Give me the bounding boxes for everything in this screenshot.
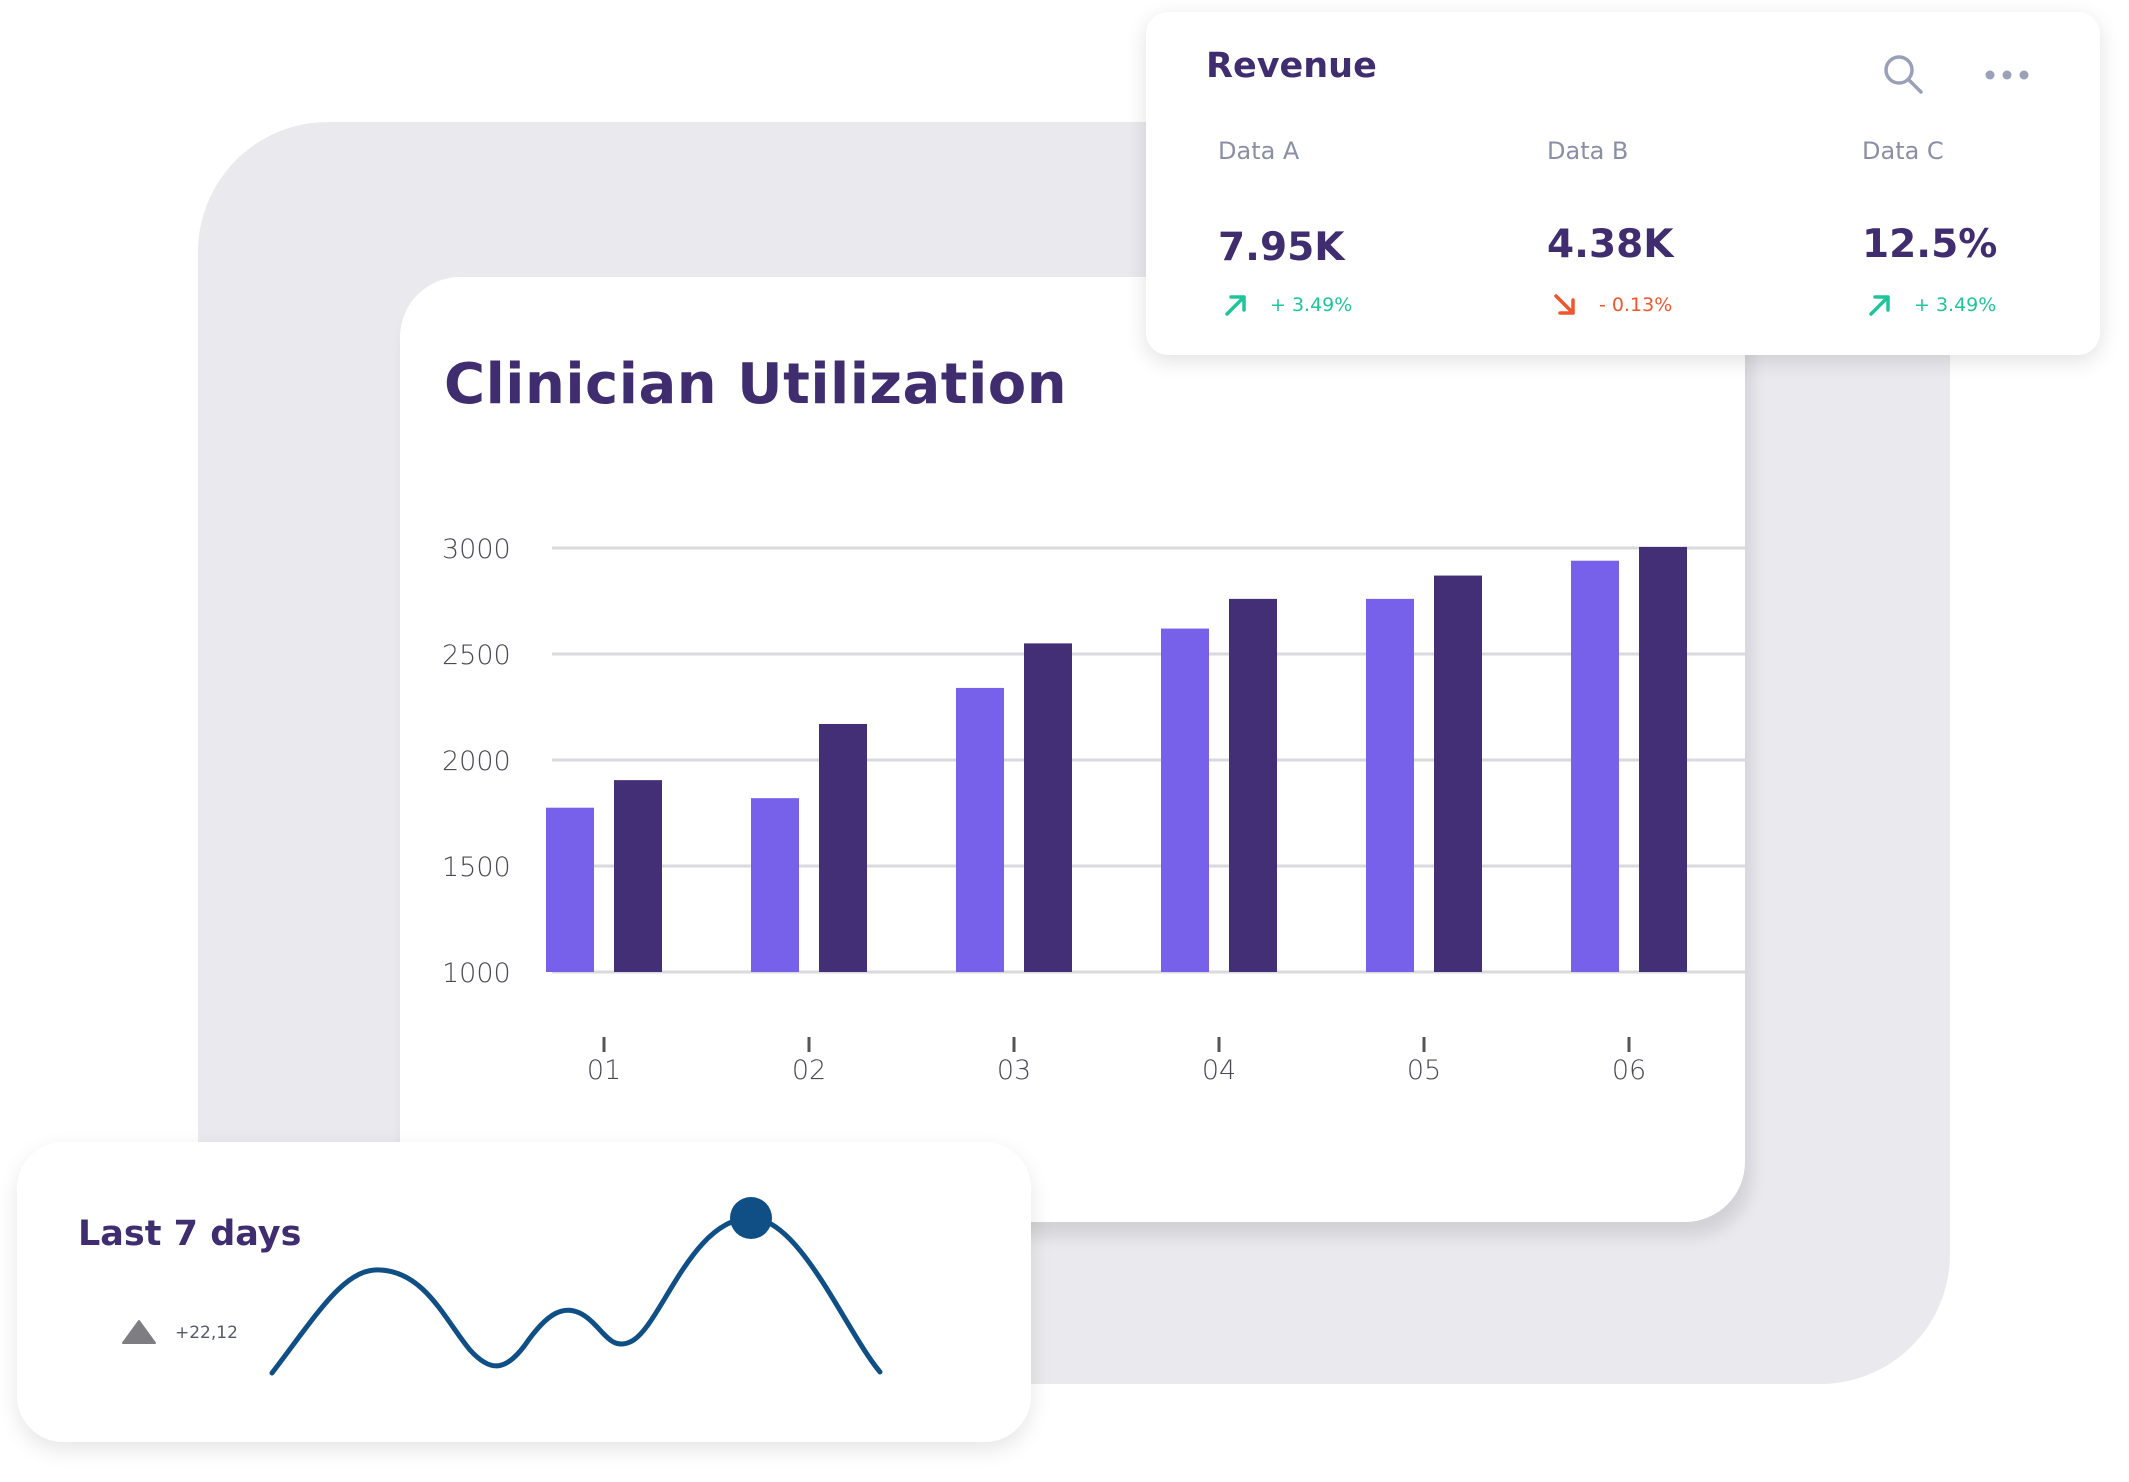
x-tick-label: 06 xyxy=(1612,1055,1646,1086)
x-tick-label: 05 xyxy=(1407,1055,1441,1086)
y-tick-label: 2500 xyxy=(442,640,511,671)
bar xyxy=(1229,598,1277,972)
arrow-up-right-icon xyxy=(1869,295,1890,316)
metric-change-text: + 3.49% xyxy=(1914,294,1997,316)
revenue-card: Revenue Data A 7.95K + 3.49% Data B 4.38… xyxy=(1146,12,2100,355)
bar xyxy=(1024,643,1072,972)
x-tick-label: 01 xyxy=(587,1055,621,1086)
x-tick-label: 04 xyxy=(1202,1055,1236,1086)
bar xyxy=(1571,560,1619,972)
bar xyxy=(1161,628,1209,972)
bar xyxy=(546,807,594,972)
bar xyxy=(1639,546,1687,972)
bar xyxy=(1434,575,1482,972)
metric-change: + 3.49% xyxy=(1866,291,1996,319)
y-tick-label: 2000 xyxy=(442,746,511,777)
sparkline-line xyxy=(269,1215,883,1376)
more-horizontal-icon[interactable] xyxy=(1984,68,2030,82)
delta-value: +22,12 xyxy=(175,1323,238,1343)
metric-data-b: Data B 4.38K - 0.13% xyxy=(1547,137,1787,316)
metric-change-text: - 0.13% xyxy=(1599,294,1673,316)
bar xyxy=(1366,598,1414,972)
last-7-days-card xyxy=(17,1142,1031,1442)
bar xyxy=(614,780,662,972)
metric-label: Data A xyxy=(1218,137,1300,165)
y-tick-label: 1000 xyxy=(442,958,511,989)
bar xyxy=(819,723,867,972)
y-tick-label: 3000 xyxy=(442,534,511,565)
metric-change: - 0.13% xyxy=(1551,291,1672,319)
sparkline-marker xyxy=(730,1197,772,1239)
arrow-up-right-icon xyxy=(1225,295,1246,316)
metric-value: 7.95K xyxy=(1218,225,1345,270)
chart-card xyxy=(400,277,1745,1222)
metric-change: + 3.49% xyxy=(1222,291,1352,319)
metric-value: 12.5% xyxy=(1862,222,1998,267)
arrow-down-right-icon xyxy=(1554,294,1575,315)
metric-label: Data C xyxy=(1862,137,1944,165)
bar xyxy=(751,798,799,972)
x-tick-label: 03 xyxy=(997,1055,1031,1086)
metric-data-a: Data A 7.95K + 3.49% xyxy=(1218,137,1458,316)
chart-title: Clinician Utilization xyxy=(444,352,1068,417)
metric-change-text: + 3.49% xyxy=(1270,294,1353,316)
y-tick-label: 1500 xyxy=(442,852,511,883)
triangle-up-icon xyxy=(122,1320,156,1344)
x-tick-label: 02 xyxy=(792,1055,826,1086)
search-icon[interactable] xyxy=(1881,52,1925,96)
metric-value: 4.38K xyxy=(1547,222,1674,267)
metric-label: Data B xyxy=(1547,137,1629,165)
metric-data-c: Data C 12.5% + 3.49% xyxy=(1862,137,2102,316)
bar xyxy=(956,687,1004,972)
revenue-title: Revenue xyxy=(1206,46,1377,86)
last-7-days-title: Last 7 days xyxy=(78,1214,302,1254)
